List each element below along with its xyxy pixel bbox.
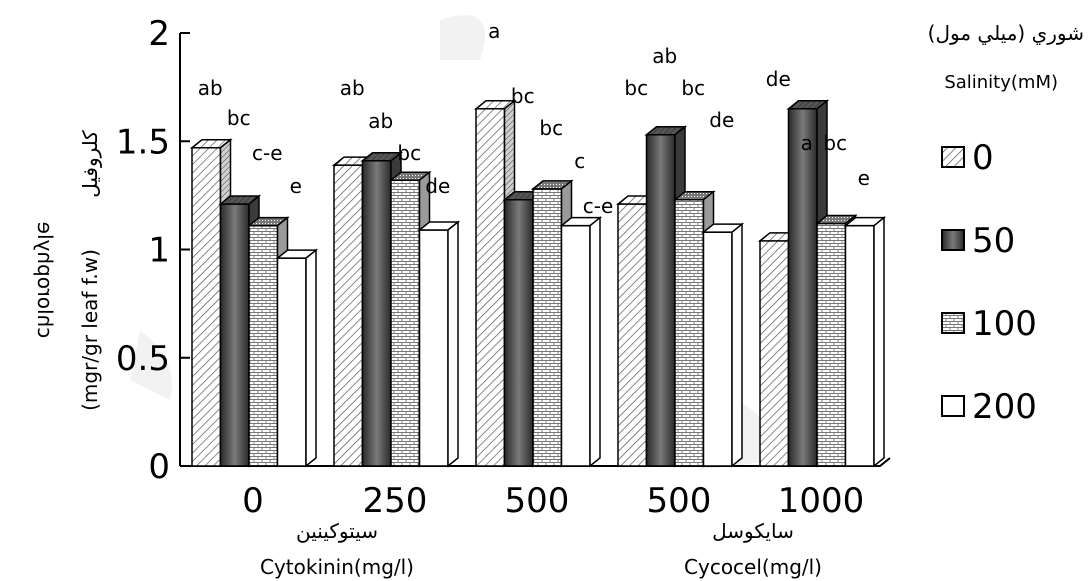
bar-0-0 [191,146,222,467]
significance-letter: bc [397,141,421,165]
bar-0-1 [333,164,364,467]
bar-50-1 [361,159,392,467]
bar-50-4 [787,108,818,467]
legend-label-100: 100 [972,304,1037,344]
significance-letter: c [574,149,585,173]
significance-letter: ab [368,109,393,133]
y-tick-label: 0.5 [116,339,170,379]
significance-letter: de [709,108,734,132]
group-label-cycocel-arabic: سايكوسل [712,519,794,543]
bar-0-2 [475,108,506,467]
bar-100-1 [390,179,421,467]
legend-label-0: 0 [972,138,994,178]
y-axis-label-arabic: كلروفيل [78,130,102,198]
group-label-cytokinin: Cytokinin(mg/l) [260,555,414,579]
significance-letter: e [290,174,302,198]
significance-letter: bc [823,131,847,155]
y-tick-label: 1 [148,231,170,271]
legend-swatch-50 [941,229,965,251]
x-tick-label: 500 [505,481,570,521]
legend-label-200: 200 [972,387,1037,427]
x-tick-label: 500 [647,481,712,521]
significance-letter: c-e [252,141,283,165]
bar-200-2 [560,224,591,467]
legend-swatch-100 [941,312,965,334]
legend-title-arabic: شوري (ميلي مول) [928,21,1084,46]
significance-letter: bc [624,76,648,100]
bar-100-4 [816,222,847,467]
bar-side-200-2 [589,216,601,468]
significance-letter: ab [340,76,365,100]
legend-title: Salinity(mM) [944,72,1058,93]
x-tick-label: 250 [363,481,428,521]
x-tick-labels: 0 250 500 500 1000 [242,481,864,521]
bars-group [189,99,887,468]
significance-letter: ab [652,44,677,68]
bar-0-3 [617,203,648,467]
bar-side-200-0 [305,248,317,468]
bar-side-200-4 [873,216,885,468]
bar-100-3 [674,198,705,467]
y-tick-label: 0 [148,447,170,487]
bar-200-0 [276,257,307,467]
y-tick-label: 2 [148,14,170,54]
bar-50-0 [219,203,250,467]
bar-0-4 [759,240,790,467]
bar-side-200-3 [731,222,743,468]
bar-side-200-1 [447,220,459,468]
bar-200-3 [702,231,733,467]
significance-letter: de [425,174,450,198]
significance-letter: bc [681,76,705,100]
group-label-cycocel: Cycocel(mg/l) [684,555,822,579]
y-axis-label-mirrored: chlorophyle [33,222,57,339]
significance-letter: e [858,166,870,190]
x-tick-label: 1000 [778,481,865,521]
legend-label-50: 50 [972,221,1015,261]
legend: شوري (ميلي مول) Salinity(mM) 0 50 100 200 [928,21,1084,427]
y-axis-label-units: (mgr/gr leaf f.w) [78,249,102,411]
bar-50-3 [645,134,676,467]
significance-letter: bc [539,116,563,140]
bar-200-4 [844,224,875,467]
significance-letter: bc [227,106,251,130]
legend-swatch-0 [941,146,965,168]
significance-letter: a [801,131,813,155]
significance-letter-extra: c-e [583,194,614,218]
significance-letter: a [488,19,500,43]
significance-letter: bc [511,84,535,108]
significance-letter: ab [198,76,223,100]
bar-100-2 [532,188,563,467]
y-axis: 0 0.5 1 1.5 2 [116,14,190,487]
group-label-cytokinin-arabic: سيتوكينين [296,519,378,543]
bar-200-1 [418,229,449,467]
significance-letter: de [766,67,791,91]
legend-swatch-200 [941,395,965,417]
y-tick-label: 1.5 [116,122,170,162]
bar-50-2 [503,198,534,467]
x-tick-label: 0 [242,481,264,521]
bar-100-0 [248,224,279,467]
